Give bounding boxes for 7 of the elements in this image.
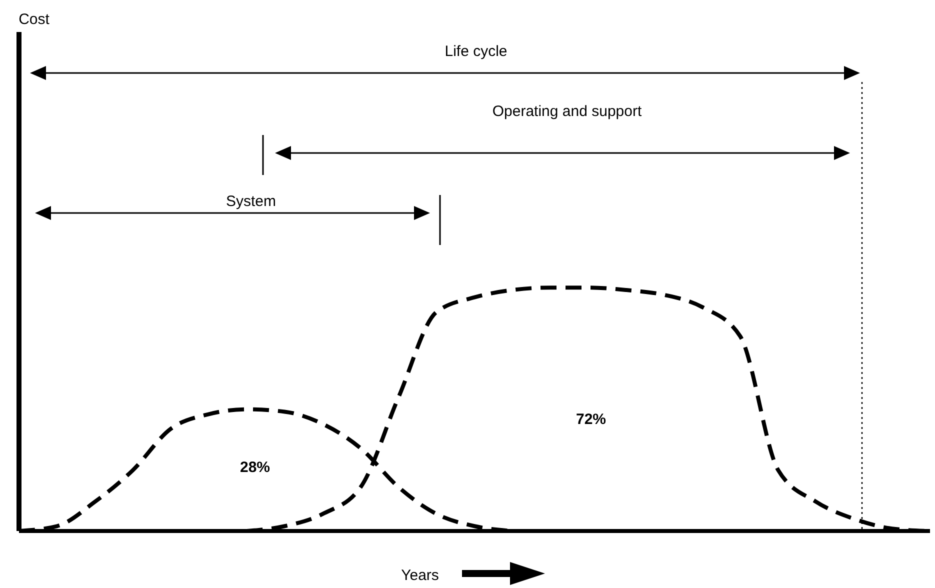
annotation: 72%: [576, 411, 606, 428]
x-axis-title: Years: [401, 567, 439, 584]
text: Life cycle: [444, 43, 508, 60]
text: Operating and support: [492, 103, 642, 120]
annotation: 28%: [240, 459, 270, 476]
text: System: [226, 193, 276, 210]
text: Cost: [18, 11, 50, 28]
